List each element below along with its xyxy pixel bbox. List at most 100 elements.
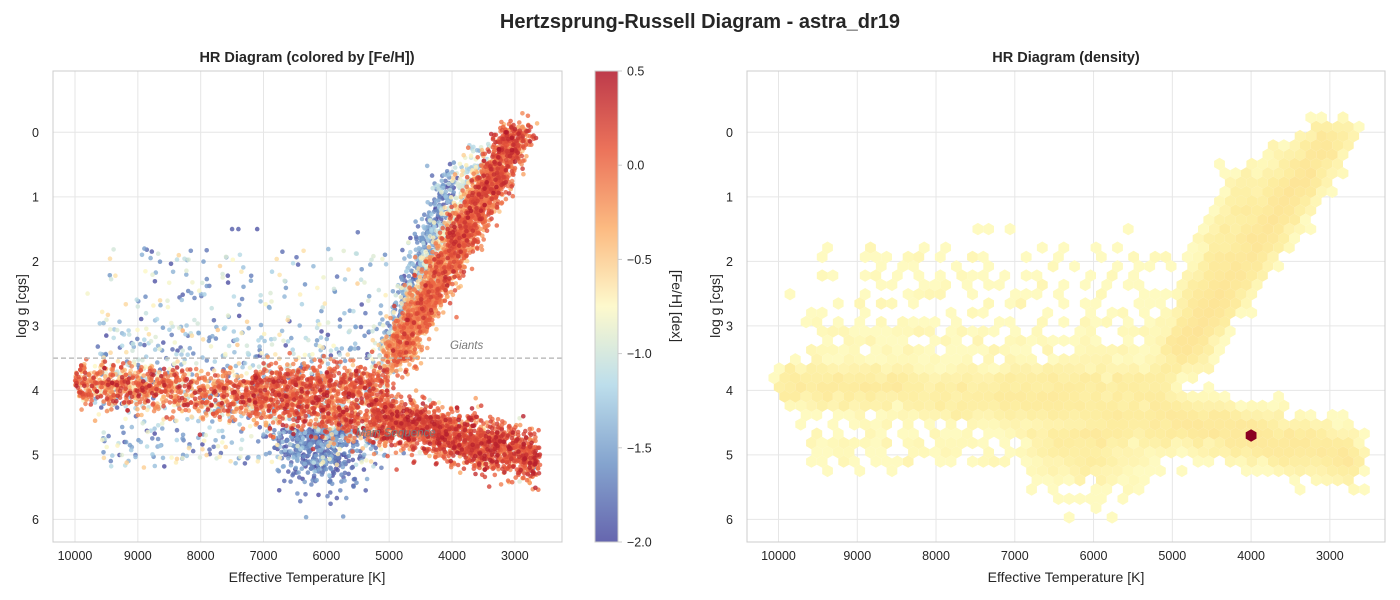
- star-point: [274, 256, 280, 262]
- star-point: [459, 172, 465, 178]
- star-point: [415, 240, 420, 245]
- star-point: [326, 246, 331, 252]
- star-point: [426, 244, 432, 250]
- star-point: [342, 451, 347, 456]
- star-point: [361, 452, 367, 458]
- star-point: [302, 352, 308, 358]
- star-point: [180, 455, 185, 461]
- star-point: [223, 351, 228, 357]
- star-point: [364, 476, 370, 482]
- star-point: [320, 455, 326, 460]
- star-point: [442, 205, 448, 210]
- star-point: [364, 458, 369, 463]
- star-point: [105, 312, 111, 318]
- star-point: [325, 320, 331, 325]
- star-point: [248, 278, 254, 284]
- star-point: [113, 273, 118, 279]
- star-point: [186, 371, 191, 377]
- star-point: [124, 460, 129, 465]
- star-point: [246, 455, 251, 460]
- star-point: [223, 444, 228, 450]
- star-point: [160, 426, 165, 431]
- star-point: [291, 361, 296, 367]
- star-point: [310, 478, 316, 483]
- star-point: [237, 252, 243, 258]
- star-point: [117, 319, 122, 325]
- star-point: [334, 495, 340, 501]
- star-point: [203, 432, 209, 438]
- star-point: [455, 181, 461, 186]
- star-point: [199, 280, 205, 286]
- star-point: [286, 456, 291, 461]
- star-point: [380, 256, 385, 262]
- star-point: [353, 324, 358, 330]
- star-point: [141, 373, 146, 378]
- star-point: [195, 321, 200, 326]
- star-point: [370, 337, 376, 343]
- star-point: [261, 331, 267, 337]
- star-point: [150, 452, 155, 457]
- star-point: [182, 256, 187, 262]
- star-point: [107, 327, 113, 332]
- star-point: [182, 360, 187, 366]
- star-point: [419, 216, 425, 222]
- star-point: [417, 450, 423, 455]
- star-point: [85, 291, 90, 296]
- star-point: [190, 448, 196, 454]
- star-point: [232, 337, 238, 343]
- star-point: [157, 443, 163, 449]
- star-point: [283, 343, 289, 348]
- star-point: [464, 163, 469, 168]
- star-point: [447, 171, 452, 177]
- star-point: [471, 144, 476, 150]
- star-point: [258, 293, 264, 298]
- star-point: [142, 337, 147, 343]
- star-point: [295, 437, 300, 442]
- star-point: [351, 484, 356, 489]
- star-point: [417, 274, 423, 280]
- star-point: [325, 332, 331, 338]
- star-point: [520, 124, 525, 130]
- star-point: [313, 453, 319, 459]
- star-point: [291, 455, 296, 460]
- star-point: [359, 460, 365, 465]
- star-point: [331, 471, 337, 476]
- star-point: [108, 464, 114, 469]
- star-point: [269, 459, 275, 465]
- star-point: [534, 121, 540, 126]
- star-point: [479, 147, 485, 153]
- star-point: [263, 302, 268, 307]
- star-point: [108, 276, 114, 282]
- star-point: [157, 259, 163, 265]
- star-point: [151, 303, 156, 308]
- star-point: [99, 309, 105, 315]
- star-point: [106, 433, 111, 439]
- star-point: [197, 455, 203, 460]
- star-point: [301, 248, 306, 254]
- star-point: [361, 467, 367, 472]
- star-point: [290, 473, 295, 478]
- star-point: [393, 292, 399, 298]
- star-point: [282, 294, 287, 299]
- star-point: [152, 463, 158, 469]
- star-point: [170, 347, 175, 352]
- star-point: [267, 305, 272, 311]
- star-point: [376, 342, 382, 348]
- star-point: [272, 428, 277, 433]
- star-point: [281, 338, 286, 344]
- star-point: [287, 442, 293, 447]
- star-point: [229, 226, 235, 232]
- star-point: [293, 465, 299, 471]
- star-point: [309, 482, 314, 487]
- star-point: [346, 453, 352, 459]
- star-point: [215, 327, 221, 333]
- star-point: [415, 355, 421, 360]
- star-point: [211, 318, 217, 323]
- star-point: [431, 220, 437, 225]
- star-point: [145, 429, 150, 435]
- star-point: [213, 438, 218, 443]
- star-point: [368, 459, 374, 464]
- star-point: [99, 437, 105, 443]
- star-point: [443, 189, 449, 195]
- star-point: [342, 478, 347, 483]
